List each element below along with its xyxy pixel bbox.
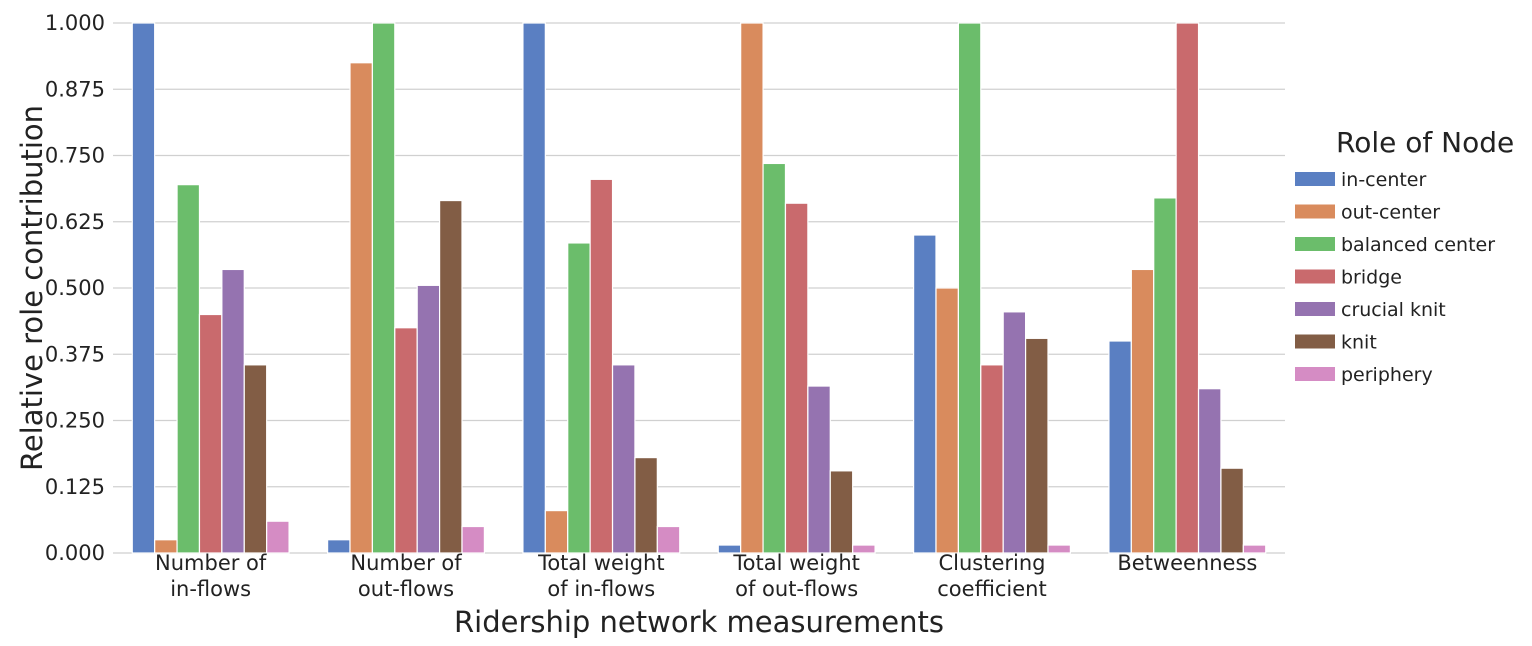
bar-knit [1024,337,1049,554]
x-category-label: Betweenness [1117,551,1257,575]
y-axis-ticks: 0.000 0.125 0.250 0.375 0.500 0.625 0.750 0.875… [45,11,105,565]
bar-balanced-center [176,184,201,554]
gridlines [113,22,1285,554]
bar-periphery [1242,544,1267,554]
y-tick-label: 0.375 [45,342,105,366]
bar-crucial-knit [807,385,831,554]
bar-knit [439,199,463,554]
legend-label: out-center [1341,202,1440,224]
y-tick-label: 0.875 [45,77,105,101]
bar-crucial-knit [1197,388,1222,554]
bar-out-center [544,510,569,554]
bar-periphery [656,525,681,554]
x-axis-category-labels: Number of in-flows Number of out-flows Total… [155,551,1257,601]
y-tick-label: 0.625 [45,210,105,234]
y-tick-label: 0.125 [45,475,105,499]
bar-crucial-knit [221,268,245,554]
bar-periphery [852,544,876,554]
bar-out-center [1130,268,1155,554]
bar-crucial-knit [1002,311,1027,554]
bar-balanced-center [957,22,982,554]
bar-crucial-knit [416,284,441,554]
bar-balanced-center [567,242,591,554]
legend: Role of Node in-center out-center balanced… [1295,126,1514,386]
legend-label: balanced center [1341,234,1495,256]
bar-bridge [1175,22,1200,554]
bar-bridge [589,178,614,554]
legend-swatch [1295,367,1335,381]
legend-swatch [1295,334,1335,349]
legend-label: periphery [1341,364,1433,386]
bar-knit [829,470,854,554]
bars [131,22,1267,554]
legend-label: knit [1341,332,1377,354]
bar-out-center [349,62,373,554]
bar-in-center [522,22,546,554]
legend-swatch [1295,172,1335,186]
x-category-label: Total weight of in-flows [537,551,665,601]
y-tick-label: 1.000 [45,11,105,35]
bar-in-center [1108,340,1132,554]
bar-out-center [740,22,764,554]
bar-in-center [912,234,937,554]
bar-in-center [131,22,156,554]
legend-title: Role of Node [1336,126,1514,159]
legend-swatch [1295,302,1335,316]
x-category-label: Clustering coefficient [937,551,1046,601]
y-tick-label: 0.250 [45,409,105,433]
bar-knit [243,364,268,554]
y-tick-label: 0.000 [45,541,105,565]
x-category-label: Number of out-flows [350,551,462,601]
legend-swatch [1295,204,1335,219]
legend-swatch [1295,269,1335,284]
bar-out-center [935,287,959,554]
bar-crucial-knit [611,364,636,554]
bar-bridge [394,327,418,554]
x-category-label: Number of in-flows [155,551,267,601]
bar-balanced-center [371,22,396,554]
y-tick-label: 0.500 [45,276,105,300]
bar-knit [634,457,658,554]
y-tick-label: 0.750 [45,144,105,168]
x-axis-title: Ridership network measurements [454,605,944,639]
x-category-label: Total weight of out-flows [732,551,860,601]
bar-periphery [1047,544,1071,554]
legend-swatch [1295,237,1335,251]
bar-balanced-center [1153,197,1177,554]
bar-periphery [461,525,485,554]
bar-knit [1220,467,1244,554]
bar-balanced-center [762,162,787,554]
bar-periphery [266,520,290,554]
legend-label: bridge [1341,267,1402,289]
legend-label: crucial knit [1341,299,1446,321]
legend-label: in-center [1341,169,1426,191]
bar-bridge [198,313,223,554]
bar-bridge [784,202,809,554]
bar-bridge [980,364,1004,554]
bar-in-center [327,539,351,554]
y-axis-title: Relative role contribution [15,105,49,471]
